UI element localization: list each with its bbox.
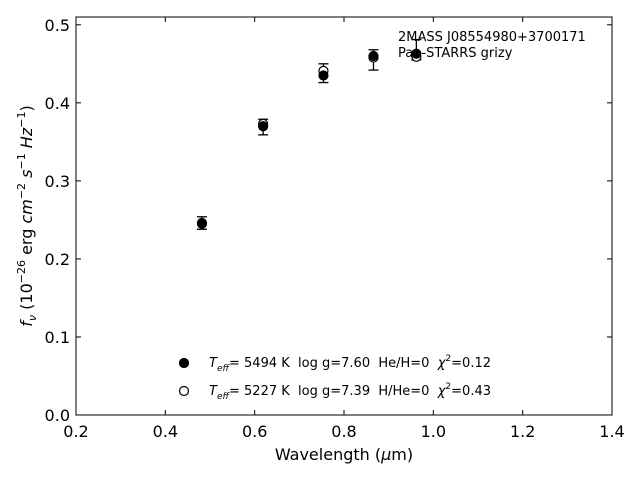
x-tick-label: 0.8 [331,422,356,441]
x-tick-label: 1.2 [510,422,535,441]
x-tick-label: 1.4 [599,422,624,441]
legend-marker-filled [178,357,190,369]
legend-label-2: Teff= 5227 K log g=7.39 H/He=0 χ2=0.43 [209,382,491,402]
x-tick-label: 0.6 [242,422,267,441]
y-tick-label: 0.1 [45,328,70,347]
y-tick-label: 0.3 [45,172,70,191]
model-point-filled [196,218,208,229]
model-point-filled [318,70,329,81]
annotation-target: 2MASS J08554980+3700171 [398,30,586,45]
x-axis-label: Wavelength (μm) [275,445,413,464]
legend-marker-open [178,385,190,397]
y-tick-label: 0.0 [45,406,70,425]
y-tick-label: 0.5 [45,16,70,35]
model-point-filled [368,50,379,62]
x-tick-label: 0.2 [63,422,88,441]
data-marks [196,38,422,230]
x-tick-label: 0.4 [153,422,178,441]
y-tick-label: 0.2 [45,250,70,269]
plot-frame [75,16,613,416]
model-point-filled [258,121,269,132]
x-tick-label: 1.0 [421,422,446,441]
y-tick-label: 0.4 [45,94,70,113]
legend: Teff= 5494 K log g=7.60 He/H=0 χ2=0.12 T… [178,354,491,402]
model-point-filled [411,48,422,59]
y-axis-label: fν (10−26 erg cm−2 s−1 Hz−1) [15,105,39,326]
legend-label-1: Teff= 5494 K log g=7.60 He/H=0 χ2=0.12 [209,354,491,374]
axis-ticks: 0.2 0.4 0.6 0.8 1.0 1.2 1.4 0.0 0.1 0.2 0.3 0.4 0.5 [45,16,625,441]
annotation-survey: Pan-STARRS grizy [398,46,513,61]
